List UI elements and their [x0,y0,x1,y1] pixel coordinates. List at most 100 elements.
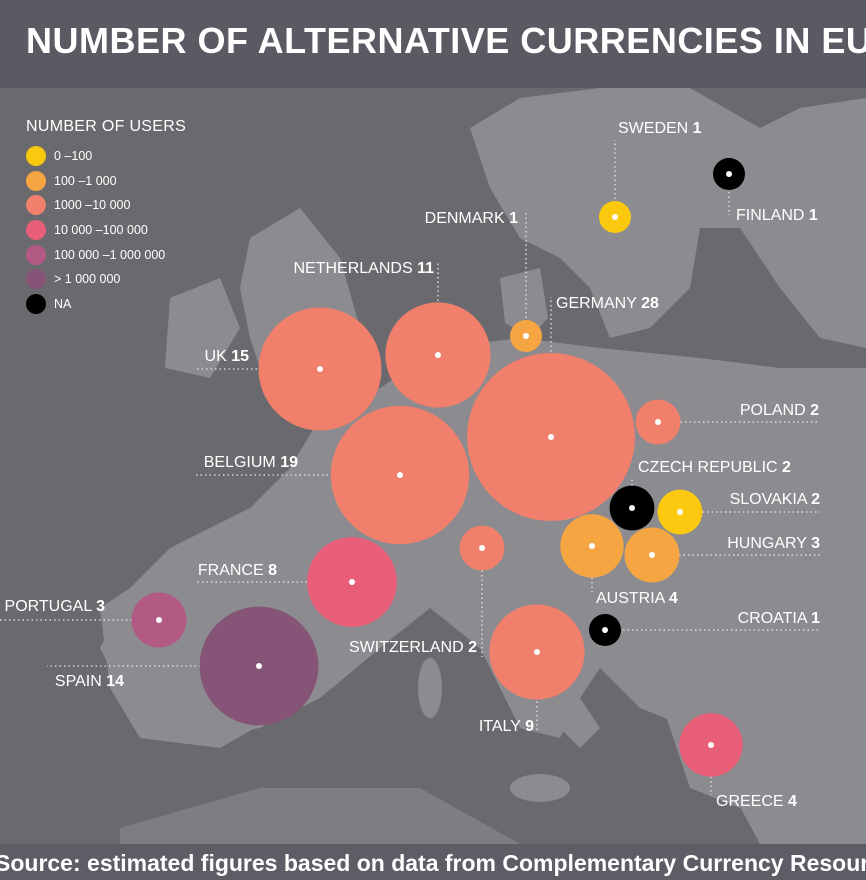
country-label-france: FRANCE 8 [198,562,277,579]
country-value: 2 [782,459,791,476]
country-label-greece: GREECE 4 [716,793,797,810]
bubble-center-dot [655,419,661,425]
bubble-center-dot [256,663,262,669]
legend-label: 1000 –10 000 [54,198,131,213]
country-label-uk: UK 15 [205,348,250,365]
country-name: CROATIA [738,610,812,627]
bubble-center-dot [523,333,529,339]
country-name: POLAND [740,402,810,419]
country-name: GERMANY [556,295,641,312]
bubble-center-dot [677,509,683,515]
country-value: 4 [669,590,678,607]
bubble-center-dot [726,171,732,177]
legend-item: > 1 000 000 [26,267,186,292]
land-africa [120,788,520,844]
bubble-center-dot [602,627,608,633]
country-label-netherlands: NETHERLANDS 11 [294,260,435,277]
country-name: FRANCE [198,562,268,579]
legend-label: 100 000 –1 000 000 [54,247,166,262]
country-value: 3 [811,535,820,552]
country-name: SLOVAKIA [730,491,812,508]
legend-label: NA [54,296,72,311]
bubble-center-dot [349,579,355,585]
legend: NUMBER OF USERS 0 –100 100 –1 000 1000 –… [26,118,186,316]
country-name: AUSTRIA [596,590,669,607]
bubble-center-dot [612,214,618,220]
country-name: SWITZERLAND [349,639,468,656]
legend-swatch [26,170,46,191]
country-value: 2 [468,639,477,656]
legend-item: 1000 –10 000 [26,193,186,218]
bubble-center-dot [708,742,714,748]
bubble-center-dot [629,505,635,511]
country-label-sweden: SWEDEN 1 [618,120,702,137]
country-name: GREECE [716,793,788,810]
country-label-portugal: PORTUGAL 3 [5,598,106,615]
country-value: 11 [417,260,434,277]
legend-label: 10 000 –100 000 [54,223,148,238]
legend-swatch [26,146,46,167]
country-name: CZECH REPUBLIC [638,459,782,476]
header-bar: NUMBER OF ALTERNATIVE CURRENCIES IN EURO… [0,0,866,88]
country-value: 1 [693,120,702,137]
country-value: 1 [809,207,818,224]
country-value: 3 [96,598,105,615]
country-label-czech-republic: CZECH REPUBLIC 2 [638,459,791,476]
footer-bar: Source: estimated figures based on data … [0,844,866,880]
country-label-hungary: HUNGARY 3 [727,535,820,552]
country-name: BELGIUM [204,454,280,471]
country-label-poland: POLAND 2 [740,402,819,419]
bubble-center-dot [317,366,323,372]
legend-swatch [26,244,46,265]
country-value: 1 [811,610,820,627]
country-name: ITALY [479,718,525,735]
legend-item: 0 –100 [26,144,186,169]
country-value: 1 [509,210,518,227]
country-value: 2 [810,402,819,419]
bubble-center-dot [649,552,655,558]
country-label-italy: ITALY 9 [479,718,534,735]
country-name: PORTUGAL [5,598,97,615]
bubble-center-dot [479,545,485,551]
bubble-center-dot [534,649,540,655]
country-value: 4 [788,793,797,810]
bubble-center-dot [548,434,554,440]
country-value: 9 [525,718,534,735]
legend-title: NUMBER OF USERS [26,118,187,135]
bubble-center-dot [397,472,403,478]
country-label-belgium: BELGIUM 19 [204,454,298,471]
legend-item: 100 000 –1 000 000 [26,242,186,267]
legend-item: NA [26,292,186,317]
country-name: HUNGARY [727,535,811,552]
source-note: Source: estimated figures based on data … [0,850,866,876]
country-name: DENMARK [425,210,509,227]
country-label-austria: AUSTRIA 4 [596,590,678,607]
country-name: SWEDEN [618,120,693,137]
legend-label: > 1 000 000 [54,272,121,287]
country-value: 15 [231,348,249,365]
country-value: 8 [268,562,277,579]
legend-swatch [26,293,46,314]
country-label-germany: GERMANY 28 [556,295,659,312]
land-sardinia [418,658,442,718]
country-name: FINLAND [736,207,809,224]
country-name: UK [205,348,232,365]
legend-label: 0 –100 [54,149,93,164]
chart-title: NUMBER OF ALTERNATIVE CURRENCIES IN EURO… [26,20,866,61]
country-name: NETHERLANDS [294,260,418,277]
bubble-center-dot [156,617,162,623]
land-sicily [510,774,570,802]
bubble-center-dot [589,543,595,549]
country-label-slovakia: SLOVAKIA 2 [730,491,821,508]
legend-swatch [26,195,46,216]
country-label-spain: SPAIN 14 [55,673,124,690]
country-label-switzerland: SWITZERLAND 2 [349,639,477,656]
land-denmark [500,268,548,338]
legend-item: 100 –1 000 [26,169,186,194]
country-value: 28 [641,295,659,312]
bubble-center-dot [435,352,441,358]
country-label-denmark: DENMARK 1 [425,210,518,227]
country-value: 2 [811,491,820,508]
land-scandinavia [470,88,866,348]
